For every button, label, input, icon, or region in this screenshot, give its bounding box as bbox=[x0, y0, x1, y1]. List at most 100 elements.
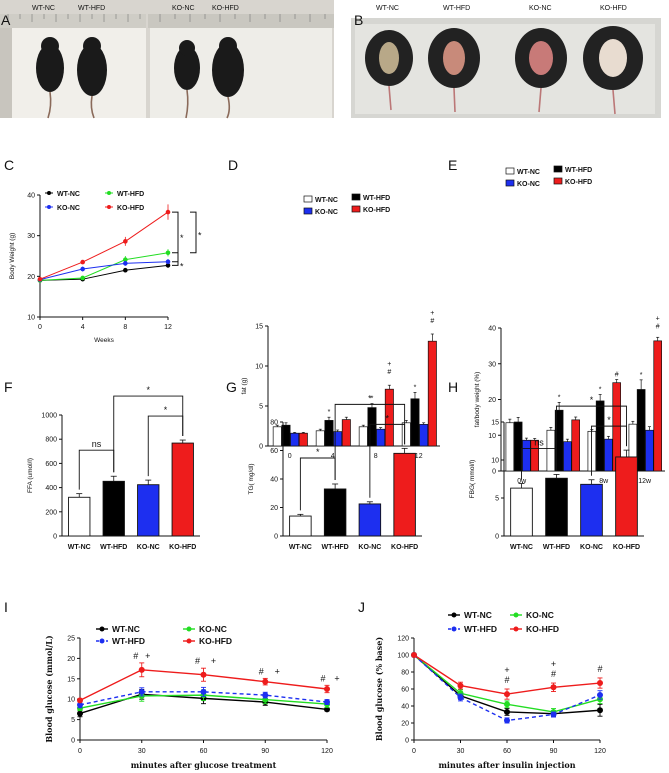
chart-h-fbg: H 0 5 10 15 FBG( mmol/l) WT-NC WT-HFD KO-NC KO-HF… bbox=[448, 379, 644, 551]
photo-a-label-2: WT-HFD bbox=[78, 5, 105, 12]
y-tick-label: 5 bbox=[495, 496, 499, 503]
y-tick-label: 5 bbox=[71, 717, 75, 724]
legend-marker bbox=[99, 638, 105, 644]
y-tick-label: 20 bbox=[488, 397, 496, 404]
y-tick-label: 10 bbox=[491, 458, 499, 465]
sig-mark: # bbox=[430, 318, 434, 325]
x-tick-label: KO-HFD bbox=[391, 544, 418, 551]
sig-mark: ns bbox=[534, 437, 544, 447]
sig-mark: * bbox=[385, 413, 389, 423]
sig-bracket bbox=[190, 211, 197, 254]
x-tick-label: 90 bbox=[550, 748, 558, 755]
sig-bracket bbox=[113, 395, 184, 473]
legend-label: KO-NC bbox=[517, 181, 540, 188]
y-tick-label: 15 bbox=[491, 420, 499, 427]
series-line-ko-hfd bbox=[39, 211, 169, 280]
sig-mark: # bbox=[597, 664, 602, 674]
x-tick-label: 60 bbox=[503, 748, 511, 755]
legend-label: KO-HFD bbox=[117, 205, 144, 212]
sig-mark: + bbox=[656, 315, 660, 322]
sig-mark: * bbox=[371, 396, 374, 403]
x-tick-label: 120 bbox=[321, 748, 333, 755]
data-point bbox=[550, 711, 557, 718]
sig-mark: + bbox=[334, 673, 339, 683]
y-tick-label: 60 bbox=[270, 448, 278, 455]
panel-letter: G bbox=[226, 379, 237, 395]
photo-a-canvas: A WT-NC WT-HFD KO-NC KO-HFD bbox=[0, 0, 334, 119]
legend-label: WT-NC bbox=[112, 624, 140, 634]
y-tick-label: 10 bbox=[67, 697, 75, 704]
data-point bbox=[77, 697, 83, 704]
panel-letter: D bbox=[228, 157, 238, 173]
legend-marker bbox=[107, 205, 111, 209]
sig-mark: * bbox=[198, 230, 202, 240]
sig-mark: * bbox=[607, 415, 611, 425]
y-tick-label: 30 bbox=[488, 361, 496, 368]
y-tick-label: 0 bbox=[259, 444, 263, 451]
y-axis-title: fat (g) bbox=[241, 378, 248, 395]
y-axis-title: Body Weight (g) bbox=[9, 233, 16, 279]
legend-marker bbox=[47, 205, 51, 209]
chart-c-body-weight: C 10 20 30 40 0 4 8 12 Weeks Body Weight (g) WT-NC K… bbox=[4, 157, 202, 344]
sig-mark: * bbox=[316, 447, 320, 457]
bar-wt-hfd bbox=[102, 480, 125, 537]
data-point bbox=[324, 699, 330, 706]
x-axis-title: minutes after insulin injection bbox=[438, 760, 575, 770]
legend-swatch bbox=[505, 167, 515, 175]
chart-d-fat: D 0 5 10 15 fat (g) 0 4 8 12 WT-NC KO-NC WT-HFD KO-HF… bbox=[228, 157, 440, 460]
y-tick-label: 40 bbox=[488, 326, 496, 333]
y-tick-label: 20 bbox=[401, 721, 409, 728]
x-tick-label: 0 bbox=[78, 748, 82, 755]
panel-letter: C bbox=[4, 157, 14, 173]
legend-swatch bbox=[505, 179, 515, 187]
data-point bbox=[165, 209, 171, 215]
data-point bbox=[123, 261, 128, 266]
data-point bbox=[597, 691, 603, 698]
legend-swatch bbox=[553, 177, 563, 185]
photo-a-letter: A bbox=[1, 12, 11, 28]
x-axis-title: Weeks bbox=[94, 337, 114, 344]
data-point bbox=[123, 257, 128, 262]
sig-mark: * bbox=[180, 261, 184, 271]
data-point bbox=[597, 707, 603, 714]
panel-letter: I bbox=[4, 599, 8, 615]
y-tick-label: 800 bbox=[45, 437, 57, 444]
data-point bbox=[165, 259, 171, 264]
y-axis-title: FBG( mmol/l) bbox=[469, 460, 476, 499]
sig-mark: * bbox=[414, 384, 417, 391]
bar-ko-hfd bbox=[393, 452, 416, 537]
data-point bbox=[457, 694, 464, 701]
legend-label: WT-NC bbox=[315, 197, 338, 204]
data-point bbox=[262, 678, 269, 685]
data-point bbox=[80, 259, 85, 265]
sig-bracket bbox=[334, 403, 406, 480]
x-tick-label: 30 bbox=[457, 748, 465, 755]
photo-b-letter: B bbox=[354, 12, 363, 28]
y-tick-label: 20 bbox=[270, 505, 278, 512]
x-tick-label: 8 bbox=[374, 453, 378, 460]
sig-mark: * bbox=[146, 385, 150, 395]
y-tick-label: 40 bbox=[401, 704, 409, 711]
chart-j-itt: J 0 20 40 60 80 100 120 0 30 60 90 120 minutes after … bbox=[358, 599, 606, 770]
x-tick-label: 8w bbox=[599, 478, 609, 485]
x-tick-label: WT-HFD bbox=[543, 544, 570, 551]
sig-mark: * bbox=[164, 405, 168, 415]
y-tick-label: 100 bbox=[397, 653, 409, 660]
data-point bbox=[77, 710, 83, 717]
sig-mark: # bbox=[259, 666, 264, 676]
legend-marker bbox=[107, 191, 111, 195]
bar-ko-nc bbox=[137, 484, 160, 537]
data-point bbox=[77, 701, 83, 708]
data-point bbox=[165, 263, 171, 268]
y-tick-label: 200 bbox=[45, 509, 57, 516]
sig-mark: # bbox=[387, 369, 391, 376]
legend-swatch bbox=[303, 207, 313, 215]
y-tick-label: 1000 bbox=[41, 413, 57, 420]
data-point bbox=[200, 671, 207, 678]
y-axis-title: fat/body weight (%) bbox=[474, 372, 481, 428]
legend-swatch bbox=[553, 165, 563, 173]
chart-i-gtt: I 0 5 10 15 20 25 0 30 60 90 120 minutes after gluco… bbox=[4, 599, 340, 770]
legend-label: WT-HFD bbox=[565, 167, 592, 174]
data-point bbox=[138, 666, 145, 673]
